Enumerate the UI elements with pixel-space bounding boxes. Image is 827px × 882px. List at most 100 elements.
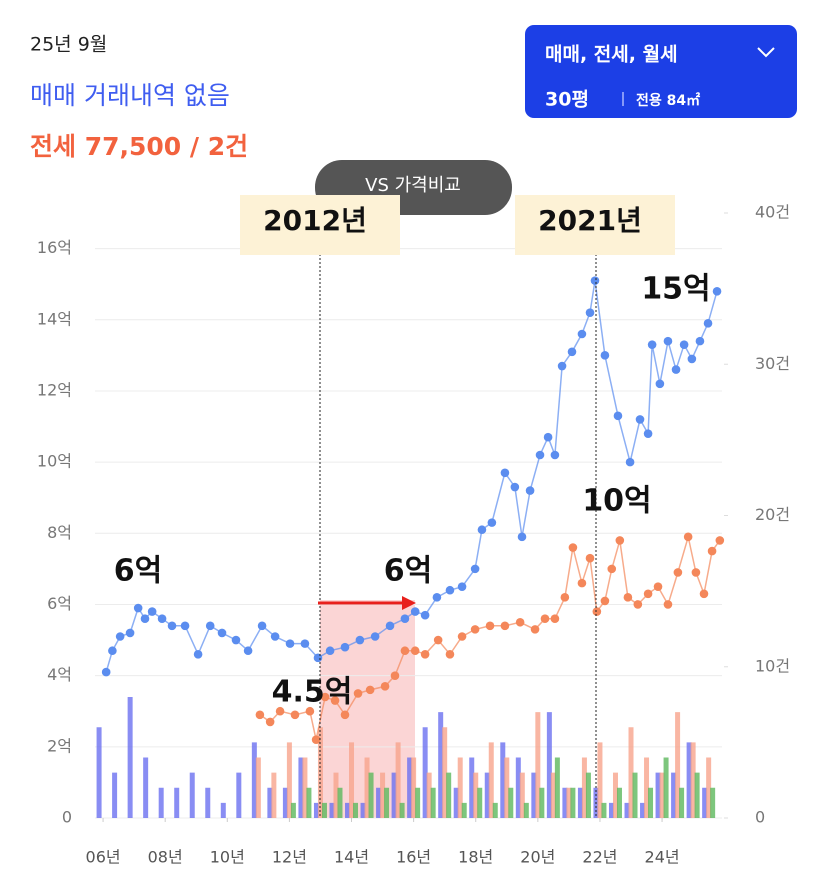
price-point	[557, 361, 567, 371]
price-point	[243, 646, 253, 656]
price-point	[385, 621, 395, 631]
price-point	[485, 621, 495, 631]
y2-tick-label: 30건	[755, 354, 790, 373]
price-point	[653, 582, 663, 591]
price-point	[325, 646, 335, 656]
price-point	[535, 450, 545, 460]
volume-bar	[189, 772, 195, 818]
volume-bar	[399, 802, 405, 818]
x-tick-label: 16년	[396, 848, 431, 867]
volume-bar	[96, 727, 102, 818]
price-point	[115, 632, 125, 641]
price-point	[400, 614, 410, 624]
price-point	[410, 607, 420, 616]
volume-bar	[535, 712, 541, 818]
volume-bar	[438, 712, 444, 818]
volume-bar	[411, 757, 417, 818]
volume-bar	[205, 787, 211, 818]
volume-bar	[446, 772, 452, 818]
price-point	[615, 536, 625, 545]
y2-tick-label: 0	[755, 808, 765, 827]
compare-label[interactable]: VS 가격비교	[365, 175, 461, 196]
price-point	[370, 632, 380, 641]
price-point	[695, 336, 705, 346]
price-point	[585, 308, 595, 317]
price-point	[445, 649, 455, 659]
volume-bar	[570, 787, 576, 818]
volume-bar	[353, 802, 359, 818]
price-point	[470, 564, 480, 574]
price-point	[101, 667, 111, 677]
price-point	[643, 429, 653, 438]
price-point	[487, 518, 497, 527]
price-point	[517, 532, 527, 542]
volume-bar	[384, 787, 390, 818]
volume-bar	[694, 772, 700, 818]
volume-bar	[271, 772, 277, 818]
volume-bar	[679, 787, 685, 818]
price-point	[647, 340, 657, 349]
price-point	[500, 621, 510, 631]
volume-bar	[597, 742, 603, 818]
price-point	[577, 578, 587, 588]
price-point	[157, 614, 167, 624]
volume-bar	[143, 757, 149, 818]
volume-bar	[628, 727, 634, 818]
price-point	[108, 646, 117, 656]
volume-bar	[306, 787, 312, 818]
price-point	[703, 319, 713, 328]
area[interactable]: 전용 84㎡	[636, 92, 700, 109]
x-tick-label: 24년	[645, 848, 680, 867]
price-point	[400, 646, 410, 656]
x-tick-label: 22년	[582, 848, 617, 867]
price-point	[255, 710, 265, 720]
chevron[interactable]	[757, 47, 775, 58]
volume-bar	[469, 757, 475, 818]
price-point	[320, 692, 330, 702]
price-point	[707, 546, 717, 556]
price-point	[530, 625, 540, 634]
volume-bar	[461, 802, 467, 818]
volume-bar	[286, 742, 292, 818]
price-point	[457, 632, 467, 641]
price-point	[353, 689, 363, 698]
y-tick-label: 16억	[37, 238, 72, 257]
volume-bar	[267, 787, 273, 818]
y-tick-label: 6억	[47, 594, 72, 613]
price-point	[525, 486, 535, 495]
price-point	[445, 585, 455, 595]
price-point	[470, 625, 480, 634]
price-point	[340, 710, 350, 720]
volume-bar	[686, 742, 692, 818]
volume-bar	[492, 802, 498, 818]
volume-bar	[581, 757, 587, 818]
price-point	[687, 354, 697, 364]
price-point	[568, 543, 578, 552]
volume-bar	[710, 787, 716, 818]
filter-button-bg[interactable]	[525, 25, 797, 118]
y-tick-label: 12억	[37, 380, 72, 399]
price-point	[257, 621, 267, 631]
price-point	[300, 639, 310, 648]
volume-bar	[317, 727, 323, 818]
price-point	[390, 671, 400, 680]
volume-bar	[220, 802, 226, 818]
price-point	[613, 411, 623, 421]
annotation: 2012년	[263, 204, 367, 237]
volume-bar	[407, 757, 413, 818]
volume-bar	[671, 772, 677, 818]
volume-bar	[127, 697, 133, 818]
size[interactable]: 30평	[545, 89, 589, 111]
price-point	[140, 614, 150, 624]
volume-bar	[430, 787, 436, 818]
price-point	[510, 482, 520, 492]
price-point	[567, 347, 577, 357]
volume-bar	[690, 742, 696, 818]
deal-types[interactable]: 매매, 전세, 월세	[545, 44, 678, 66]
x-tick-label: 14년	[334, 848, 369, 867]
x-tick-label: 06년	[86, 848, 121, 867]
filter-button[interactable]: 매매, 전세, 월세 30평 전용 84㎡	[525, 25, 797, 118]
volume-bar	[321, 802, 327, 818]
